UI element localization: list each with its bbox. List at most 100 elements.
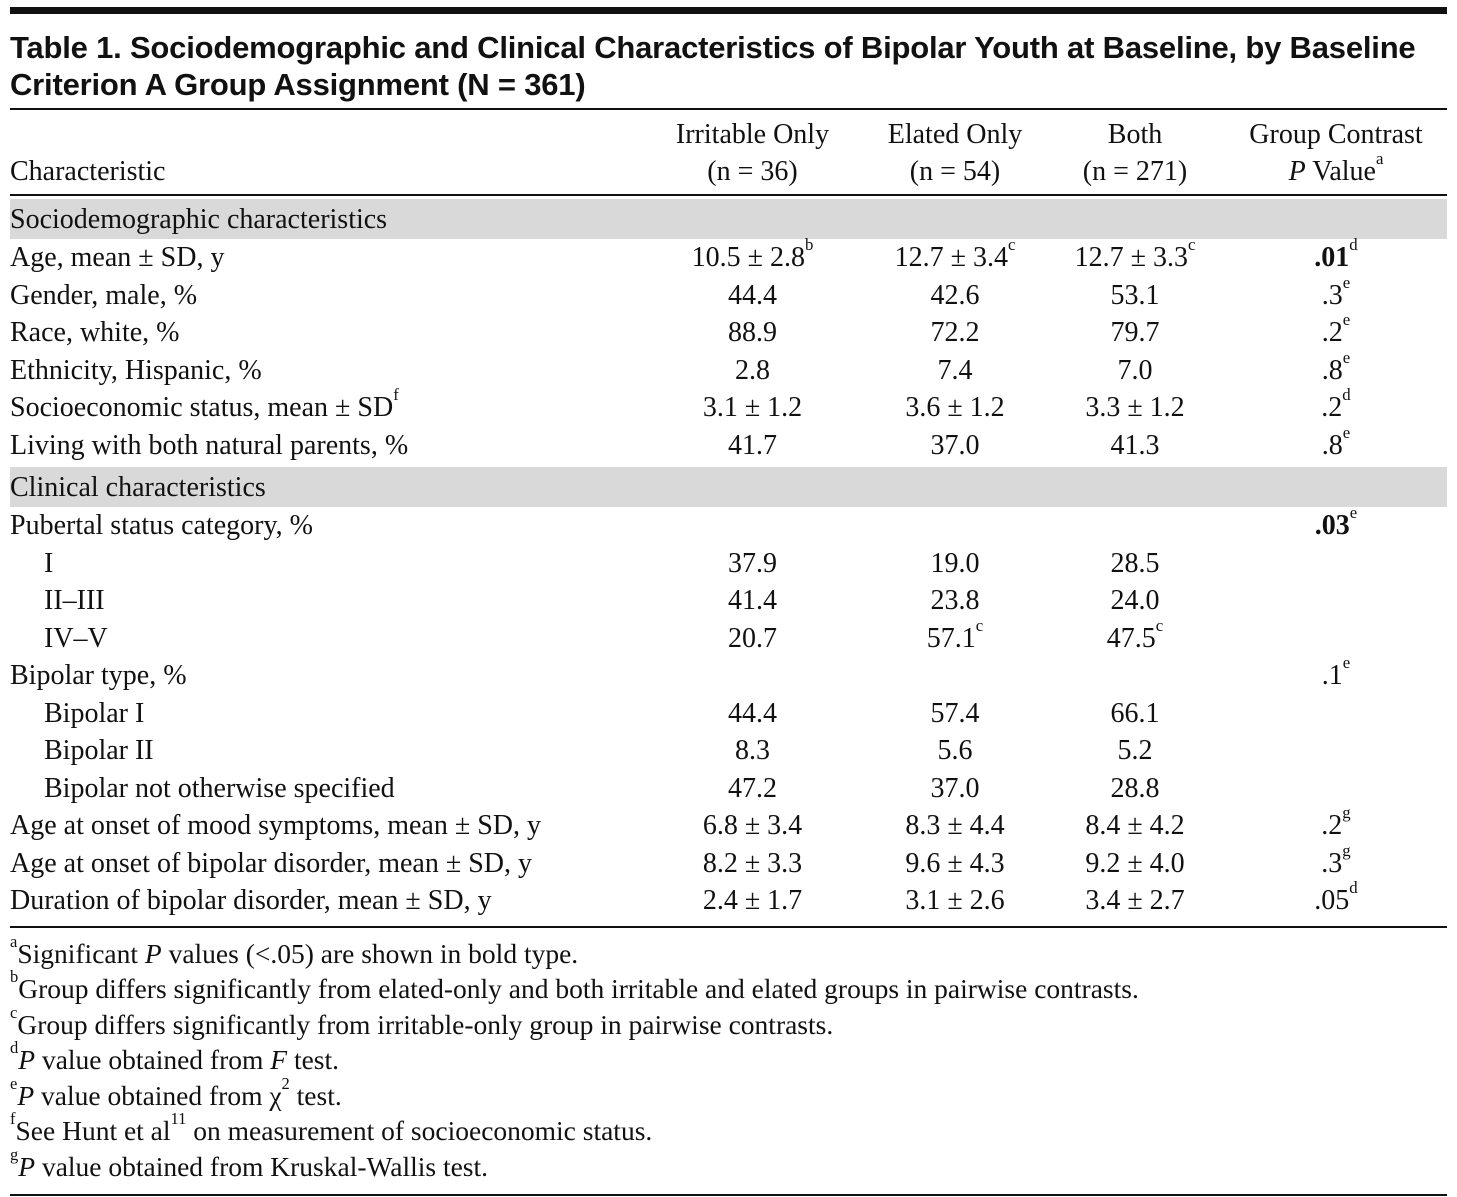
cell: 44.4 [640, 695, 865, 733]
cell: 3.3 ± 1.2 [1045, 389, 1225, 427]
text: 41.7 [728, 429, 777, 461]
text: (n = 36) [707, 156, 798, 187]
cell: 28.5 [1045, 545, 1225, 583]
text: 10.5 ± 2.8 [691, 242, 805, 274]
cell: 2.4 ± 1.7 [640, 882, 865, 924]
text: Ethnicity, Hispanic, % [10, 354, 262, 386]
text: (n = 54) [909, 156, 1001, 187]
text: Living with both natural parents, % [10, 429, 409, 461]
text: 28.5 [1110, 547, 1160, 579]
superscript: e [1342, 310, 1351, 330]
row-label: Socioeconomic status, mean ± SDf [10, 386, 640, 427]
cell: 41.4 [640, 582, 865, 620]
table-row: Gender, male, % 44.4 42.6 53.1 .3e [10, 274, 1447, 315]
text: 5.6 [937, 735, 973, 767]
text: 79.7 [1110, 317, 1160, 349]
superscript: c [1007, 235, 1016, 255]
text: Irritable Only [675, 119, 830, 150]
row-label: Age, mean ± SD, y [10, 239, 640, 277]
footnote: cGroup differs significantly from irrita… [10, 1004, 1447, 1043]
text: Both [1107, 119, 1163, 150]
text: Pubertal status category, % [10, 510, 313, 542]
superscript: e [1342, 347, 1351, 367]
text: 23.8 [930, 585, 980, 617]
column-header: Elated Only (n = 54) [865, 110, 1045, 196]
text: 47.2 [728, 772, 777, 804]
table-row: Duration of bipolar disorder, mean ± SD,… [10, 879, 1447, 924]
footnote: aSignificant P values (<.05) are shown i… [10, 933, 1447, 972]
text: 72.2 [930, 317, 980, 349]
cell: 12.7 ± 3.4c [865, 236, 1045, 277]
text: 20.7 [728, 622, 777, 654]
header-line: P Valuea [1225, 150, 1447, 190]
cell: 3.4 ± 2.7 [1045, 882, 1225, 924]
cell [1225, 695, 1447, 733]
header-line: (n = 54) [865, 153, 1045, 190]
table-row: Bipolar II 8.3 5.6 5.2 [10, 732, 1447, 770]
footnote: dP value obtained from F test. [10, 1039, 1447, 1078]
text: 9.6 ± 4.3 [905, 847, 1005, 879]
text: .03 [1314, 510, 1350, 542]
text: IV–V [44, 622, 108, 654]
table-row: Living with both natural parents, % 41.7 3… [10, 424, 1447, 465]
cell [1045, 507, 1225, 545]
cell: .03e [1225, 504, 1447, 545]
superscript: g [1342, 840, 1351, 860]
footnote-mark: a [10, 931, 18, 951]
cell [1225, 545, 1447, 583]
text: Race, white, % [10, 317, 180, 349]
top-rule [10, 7, 1447, 14]
cell: 19.0 [865, 545, 1045, 583]
text: 3.1 ± 1.2 [702, 392, 803, 424]
text: .1 [1321, 660, 1343, 692]
text: Bipolar II [44, 735, 154, 767]
table-row: Bipolar I 44.4 57.4 66.1 [10, 695, 1447, 733]
superscript: 2 [281, 1073, 290, 1093]
cell: 10.5 ± 2.8b [640, 236, 865, 277]
superscript: d [1349, 878, 1358, 898]
text: (n = 271) [1082, 156, 1188, 187]
cell: 7.0 [1045, 352, 1225, 390]
cell: 57.1c [865, 617, 1045, 658]
cell: 5.2 [1045, 732, 1225, 770]
cell: 8.3 ± 4.4 [865, 807, 1045, 845]
cell: .3g [1225, 842, 1447, 883]
cell [1045, 657, 1225, 695]
cell: 44.4 [640, 277, 865, 315]
header-line: Both [1045, 116, 1225, 153]
cell: .01d [1225, 236, 1447, 277]
text: .2 [1321, 810, 1343, 842]
text: 41.3 [1110, 429, 1160, 461]
text: test. [289, 1079, 342, 1111]
cell: .8e [1225, 424, 1447, 465]
section-row: Sociodemographic characteristics [10, 199, 1447, 239]
footnote-mark: d [10, 1038, 19, 1057]
row-label: Race, white, % [10, 314, 640, 352]
text: II–III [44, 585, 105, 617]
text: Socioeconomic status, mean ± SD [10, 392, 394, 424]
cell: 12.7 ± 3.3c [1045, 236, 1225, 277]
data-table: Characteristic Irritable Only (n = 36) Elat… [10, 110, 1447, 924]
cell [1225, 620, 1447, 658]
superscript: e [1342, 653, 1351, 673]
table-title: Table 1. Sociodemographic and Clinical C… [10, 14, 1447, 110]
text: Group differs significantly from irritab… [17, 1008, 834, 1040]
row-label: Bipolar not otherwise specified [10, 770, 640, 808]
text: Age at onset of mood symptoms, mean ± SD… [10, 810, 541, 842]
text: Group differs significantly from elated-… [18, 973, 1139, 1004]
text: Value [1305, 156, 1376, 187]
header-line: Group Contrast [1225, 116, 1447, 153]
table-document: Table 1. Sociodemographic and Clinical C… [10, 7, 1447, 1196]
superscript: f [393, 385, 399, 405]
cell: 37.0 [865, 427, 1045, 465]
text: 44.4 [728, 697, 777, 729]
row-label: Pubertal status category, % [10, 507, 640, 545]
text: 7.4 [937, 354, 973, 386]
superscript: b [804, 235, 814, 255]
cell: 79.7 [1045, 314, 1225, 352]
row-label: IV–V [10, 620, 640, 658]
superscript: d [1349, 235, 1358, 255]
text: 6.8 ± 3.4 [702, 810, 803, 842]
cell: 66.1 [1045, 695, 1225, 733]
footnote: bGroup differs significantly from elated… [10, 968, 1447, 1007]
